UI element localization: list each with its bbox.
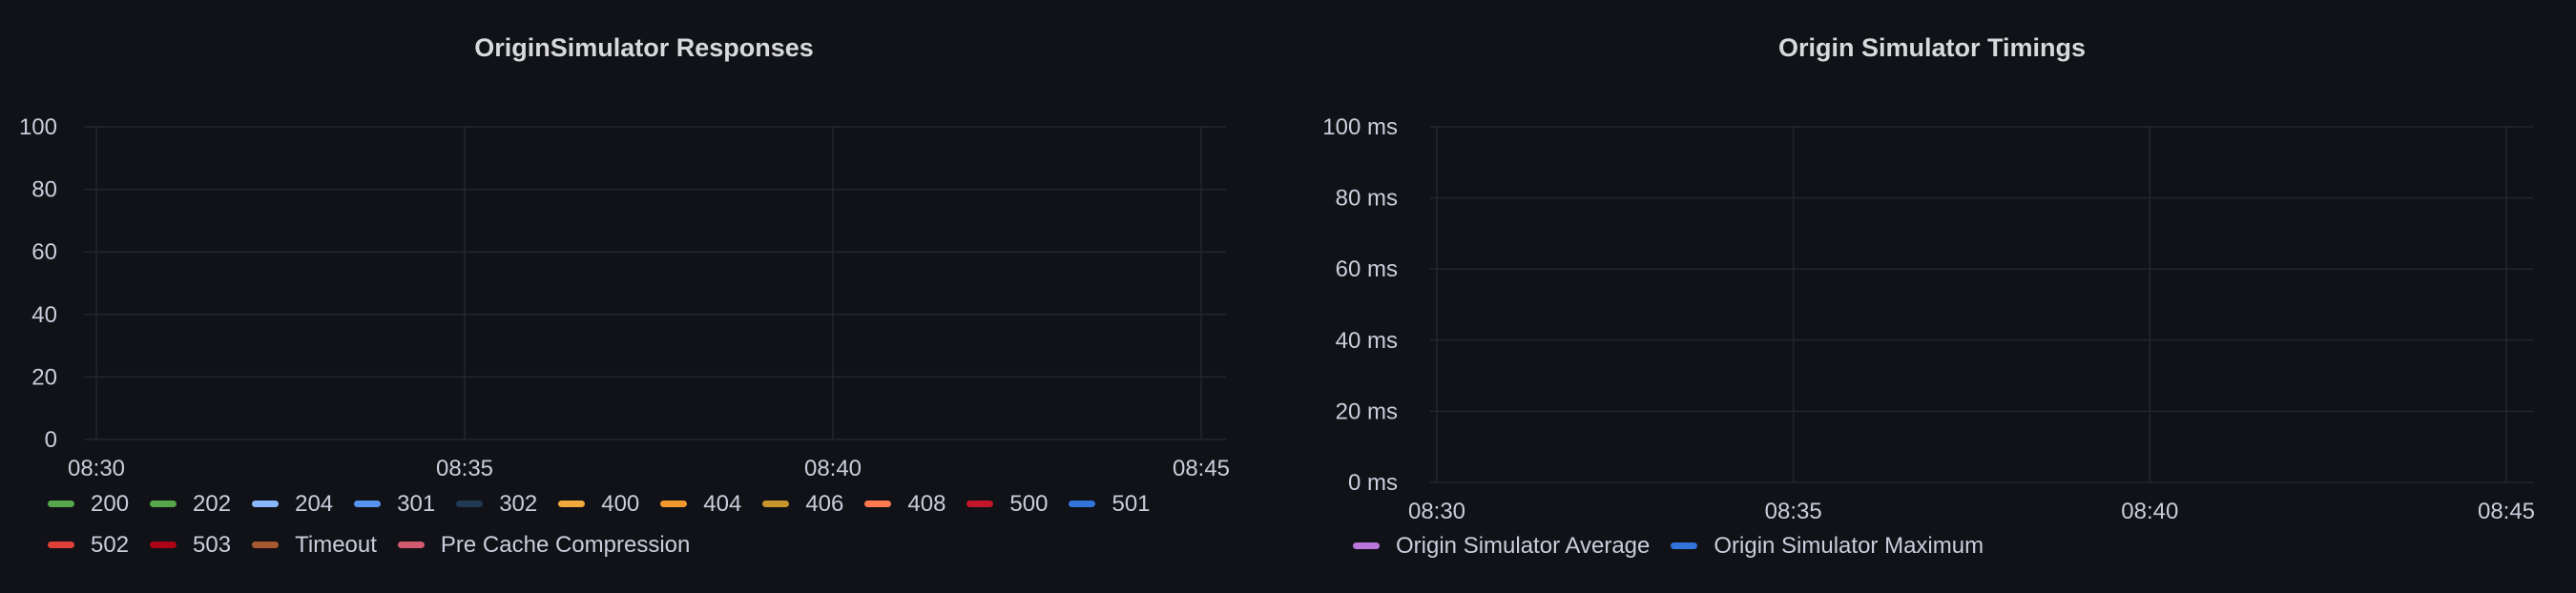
legend-color-swatch: [48, 501, 74, 507]
legend-color-swatch: [252, 501, 280, 507]
legend-item[interactable]: 204: [252, 483, 333, 524]
legend-item[interactable]: 400: [558, 483, 639, 524]
y-tick-label: 40: [31, 302, 57, 328]
x-tick-label: 08:40: [804, 456, 862, 481]
y-tick-label: 60: [31, 239, 57, 265]
legend-label: 302: [499, 491, 538, 517]
y-tick-label: 40 ms: [1336, 328, 1398, 354]
legend-color-swatch: [1671, 542, 1698, 549]
timings-chart: 0 ms 20 ms 40 ms 60 ms 80 ms 100 ms 08:30 08:35…: [1322, 114, 2535, 524]
legend-label: 200: [91, 491, 130, 517]
y-tick-label: 20: [31, 364, 57, 390]
legend-item[interactable]: 503: [150, 524, 231, 565]
legend-color-swatch: [397, 542, 425, 548]
legend-label: 406: [805, 491, 844, 517]
legend-label: 204: [295, 491, 334, 517]
legend-label: 500: [1009, 491, 1049, 517]
legend-item[interactable]: 500: [966, 483, 1048, 524]
legend-item[interactable]: Origin Simulator Maximum: [1671, 525, 1984, 566]
responses-legend: 200 202 204 301 302 400 404 406 408 500 501 502 503 T…: [48, 483, 1259, 565]
timings-legend: Origin Simulator Average Origin Simulator…: [1353, 525, 2545, 566]
legend-color-swatch: [762, 501, 790, 507]
y-tick-label: 100: [19, 114, 57, 140]
x-tick-label: 08:40: [2121, 499, 2178, 524]
x-tick-label: 08:30: [68, 456, 125, 481]
legend-label: Pre Cache Compression: [440, 532, 691, 558]
legend-item[interactable]: 502: [48, 524, 129, 565]
responses-panel: OriginSimulator Responses 0 20 40 60 80 100 08…: [18, 33, 1259, 565]
timings-panel: Origin Simulator Timings 0 ms 20 ms 40 ms 6…: [1288, 0, 2576, 593]
legend-item[interactable]: 408: [864, 483, 945, 524]
y-tick-label: 60 ms: [1336, 256, 1398, 282]
y-tick-label: 20 ms: [1336, 399, 1398, 424]
legend-color-swatch: [966, 501, 994, 507]
y-tick-label: 0 ms: [1348, 470, 1398, 496]
y-tick-label: 100 ms: [1322, 114, 1398, 140]
legend-label: Origin Simulator Maximum: [1714, 533, 1984, 559]
legend-item[interactable]: 200: [48, 483, 129, 524]
legend-label: 408: [907, 491, 946, 517]
legend-color-swatch: [660, 501, 688, 507]
x-tick-label: 08:35: [436, 456, 493, 481]
legend-item[interactable]: 302: [456, 483, 537, 524]
legend-label: 400: [601, 491, 640, 517]
legend-color-swatch: [558, 501, 586, 507]
legend-color-swatch: [456, 501, 484, 507]
x-tick-label: 08:30: [1408, 499, 1465, 524]
legend-color-swatch: [1353, 542, 1380, 549]
legend-color-swatch: [1069, 501, 1096, 507]
y-tick-label: 0: [45, 427, 57, 453]
legend-item[interactable]: Origin Simulator Average: [1353, 525, 1650, 566]
panel-title[interactable]: Origin Simulator Timings: [1777, 33, 2087, 62]
legend-color-swatch: [864, 501, 892, 507]
legend-item[interactable]: 202: [150, 483, 231, 524]
legend-label: 202: [193, 491, 232, 517]
y-tick-label: 80: [31, 177, 57, 203]
legend-item[interactable]: Pre Cache Compression: [397, 524, 691, 565]
legend-label: Timeout: [295, 532, 377, 558]
x-tick-label: 08:45: [2478, 499, 2535, 524]
legend-item[interactable]: 406: [762, 483, 843, 524]
legend-label: 301: [397, 491, 436, 517]
legend-label: 502: [91, 532, 130, 558]
panel-title[interactable]: OriginSimulator Responses: [474, 33, 814, 62]
responses-chart: 0 20 40 60 80 100 08:30 08:35 08:40 08:45: [19, 114, 1230, 481]
x-tick-label: 08:45: [1173, 456, 1230, 481]
legend-item[interactable]: Timeout: [252, 524, 377, 565]
legend-color-swatch: [48, 542, 74, 548]
y-tick-label: 80 ms: [1336, 186, 1398, 212]
legend-label: 404: [703, 491, 742, 517]
legend-label: Origin Simulator Average: [1396, 533, 1651, 559]
legend-label: 503: [193, 532, 232, 558]
legend-item[interactable]: 301: [354, 483, 435, 524]
legend-color-swatch: [150, 501, 177, 507]
legend-color-swatch: [150, 542, 177, 548]
legend-color-swatch: [252, 542, 280, 548]
legend-label: 501: [1111, 491, 1151, 517]
legend-item[interactable]: 501: [1069, 483, 1151, 524]
legend-color-swatch: [354, 501, 382, 507]
x-tick-label: 08:35: [1765, 499, 1822, 524]
legend-item[interactable]: 404: [660, 483, 741, 524]
